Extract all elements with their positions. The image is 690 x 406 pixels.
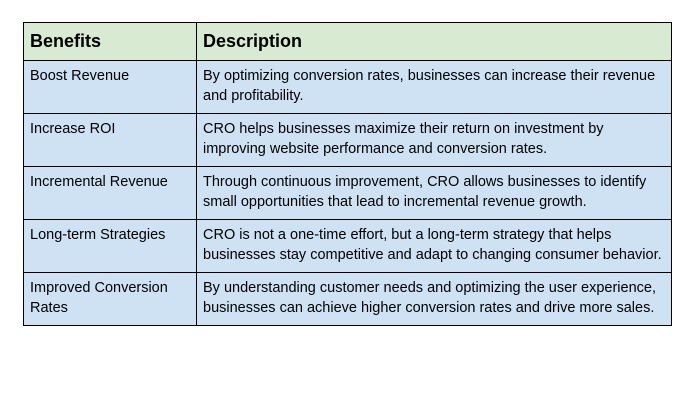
benefit-cell: Increase ROI [23,113,197,167]
header-benefits: Benefits [23,22,197,61]
benefit-cell: Improved Conversion Rates [23,272,197,326]
table-row: Long-term Strategies CRO is not a one-ti… [23,219,672,273]
description-cell: By understanding customer needs and opti… [196,272,672,326]
description-cell: CRO helps businesses maximize their retu… [196,113,672,167]
table-row: Improved Conversion Rates By understandi… [23,272,672,326]
description-cell: Through continuous improvement, CRO allo… [196,166,672,220]
table-row: Incremental Revenue Through continuous i… [23,166,672,220]
description-cell: By optimizing conversion rates, business… [196,60,672,114]
benefit-cell: Long-term Strategies [23,219,197,273]
benefits-table: Benefits Description Boost Revenue By op… [23,22,672,326]
benefit-cell: Boost Revenue [23,60,197,114]
table-header-row: Benefits Description [23,22,672,61]
header-description: Description [196,22,672,61]
description-cell: CRO is not a one-time effort, but a long… [196,219,672,273]
table-row: Increase ROI CRO helps businesses maximi… [23,113,672,167]
benefit-cell: Incremental Revenue [23,166,197,220]
table-row: Boost Revenue By optimizing conversion r… [23,60,672,114]
